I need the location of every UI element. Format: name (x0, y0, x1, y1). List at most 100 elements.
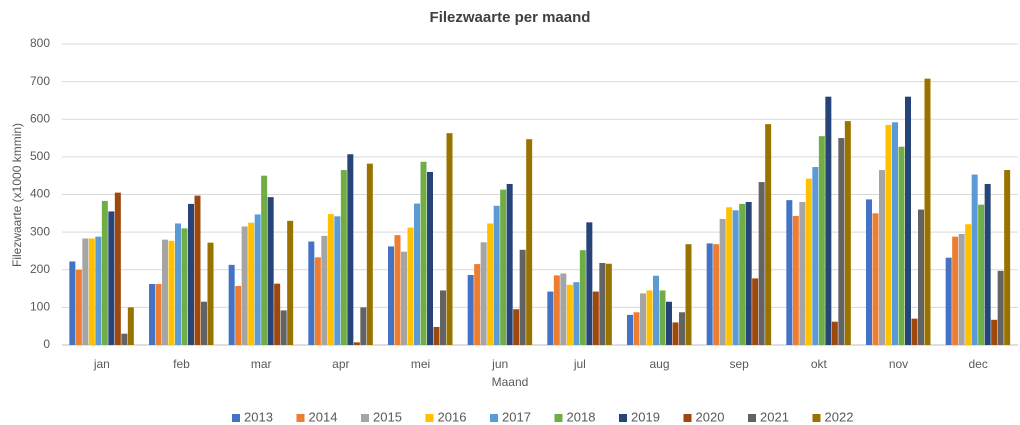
bar (69, 261, 76, 345)
bar (506, 183, 513, 345)
bar (207, 242, 214, 345)
bar (519, 249, 526, 345)
x-axis-label: Maand (492, 375, 529, 389)
bar (984, 183, 991, 345)
bar (155, 284, 162, 345)
y-tick-label: 600 (30, 111, 50, 125)
legend-label: 2022 (825, 409, 854, 424)
bar (633, 312, 640, 345)
legend-swatch (554, 414, 563, 422)
bar (844, 121, 851, 345)
bar (228, 264, 235, 345)
bar (334, 216, 341, 345)
bar (82, 238, 89, 345)
bar (394, 235, 401, 345)
bar (765, 124, 772, 345)
bar (872, 213, 879, 345)
bar (248, 222, 255, 345)
x-tick-label: mei (411, 357, 430, 371)
bar (971, 174, 978, 345)
bar (599, 262, 606, 345)
bar (513, 309, 520, 345)
legend-label: 2020 (696, 409, 725, 424)
bar (592, 291, 599, 345)
bar (446, 133, 453, 345)
x-tick-label: feb (173, 357, 190, 371)
x-tick-label: okt (811, 357, 828, 371)
bar (805, 178, 812, 345)
bar (918, 209, 924, 345)
bar (474, 264, 481, 345)
legend-swatch (232, 414, 240, 422)
bar (713, 244, 720, 345)
bar (732, 210, 739, 345)
bar (274, 283, 281, 345)
bar (640, 293, 646, 345)
bar (241, 226, 248, 345)
legend-label: 2019 (631, 409, 660, 424)
bar (480, 242, 487, 345)
bar (88, 238, 95, 345)
bar (560, 273, 567, 345)
y-tick-label: 100 (30, 300, 50, 314)
bar (978, 204, 985, 345)
bar (340, 170, 347, 345)
bar (745, 202, 752, 345)
bar (414, 203, 420, 345)
bar (149, 284, 155, 345)
bar (958, 234, 965, 345)
bar (627, 314, 633, 345)
bar (952, 236, 959, 345)
bar (818, 136, 825, 345)
bar (347, 154, 354, 345)
bar (706, 243, 713, 345)
bar (114, 192, 121, 345)
x-tick-label: aug (649, 357, 669, 371)
bar (812, 167, 819, 345)
bar (879, 170, 885, 345)
bar (280, 310, 287, 345)
bar (991, 319, 998, 345)
bar (420, 161, 427, 345)
bar (945, 257, 952, 345)
bar (427, 171, 433, 345)
y-axis-label: Filezwaarte (x1000 kmmin) (10, 123, 24, 267)
legend-swatch (490, 414, 498, 422)
bar (838, 138, 845, 345)
bar (254, 214, 261, 345)
bar (175, 223, 181, 345)
bar (666, 301, 672, 345)
x-tick-label: jun (491, 357, 508, 371)
bar (327, 214, 334, 345)
bar (188, 203, 194, 345)
bar (181, 228, 188, 345)
legend-swatch (683, 414, 692, 422)
bar (526, 139, 533, 345)
bar (407, 227, 414, 345)
x-tick-label: apr (332, 357, 349, 371)
bar (308, 241, 315, 345)
bar (267, 197, 274, 345)
y-tick-label: 800 (30, 36, 50, 50)
bar (898, 146, 905, 345)
bar (360, 307, 367, 345)
bar (792, 215, 799, 345)
bar (758, 182, 765, 345)
bar (892, 122, 898, 345)
bar (162, 239, 168, 345)
y-tick-label: 300 (30, 224, 50, 238)
bar (653, 275, 659, 345)
bar (685, 244, 692, 345)
bar (679, 312, 685, 345)
legend-label: 2018 (567, 409, 596, 424)
bar (121, 333, 128, 345)
bar (726, 207, 733, 345)
legend-swatch (619, 414, 627, 422)
bar (108, 211, 115, 345)
legend-swatch (361, 414, 369, 422)
legend-label: 2015 (373, 409, 402, 424)
y-tick-label: 700 (30, 74, 50, 88)
bar (739, 203, 746, 345)
bar (965, 224, 972, 345)
